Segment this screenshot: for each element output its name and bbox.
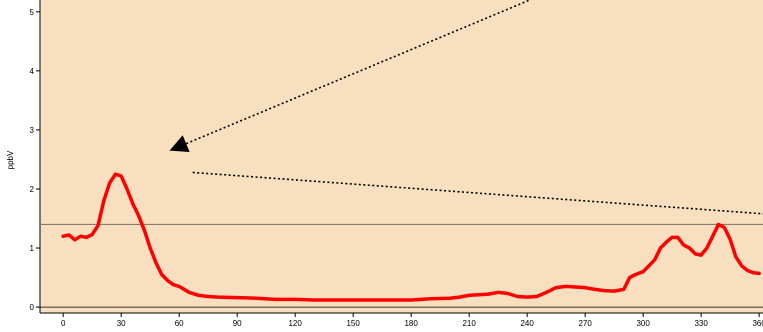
annotations — [169, 0, 763, 215]
x-tick-label: 360 — [752, 319, 763, 328]
x-tick-label: 120 — [288, 319, 302, 328]
plot-background — [40, 0, 763, 313]
y-tick-label: 1 — [30, 244, 35, 253]
x-tick-label: 30 — [117, 319, 126, 328]
x-tick-label: 0 — [61, 319, 66, 328]
y-tick-label: 5 — [30, 8, 35, 17]
y-tick-label: 3 — [30, 126, 35, 135]
y-tick-label: 0 — [30, 303, 35, 312]
x-tick-label: 270 — [578, 319, 592, 328]
y-tick-label: 2 — [30, 185, 35, 194]
x-tick-label: 180 — [404, 319, 418, 328]
x-tick-label: 330 — [694, 319, 708, 328]
x-tick-label: 210 — [462, 319, 476, 328]
y-axis-label: ppbV — [6, 150, 15, 169]
arrow-head — [169, 135, 190, 152]
dotted-line — [192, 171, 763, 215]
series-line — [61, 172, 761, 302]
x-tick-label: 60 — [175, 319, 184, 328]
x-tick-label: 150 — [346, 319, 360, 328]
arrow-line — [185, 0, 532, 145]
series-group — [61, 172, 761, 302]
x-tick-label: 300 — [636, 319, 650, 328]
y-tick-label: 4 — [30, 67, 35, 76]
x-tick-label: 240 — [520, 319, 534, 328]
axes: 0 1 2 3 4 5 0 30 60 90 120 150 180 210 240 270 300 330 360 — [30, 0, 763, 328]
x-tick-label: 90 — [233, 319, 242, 328]
